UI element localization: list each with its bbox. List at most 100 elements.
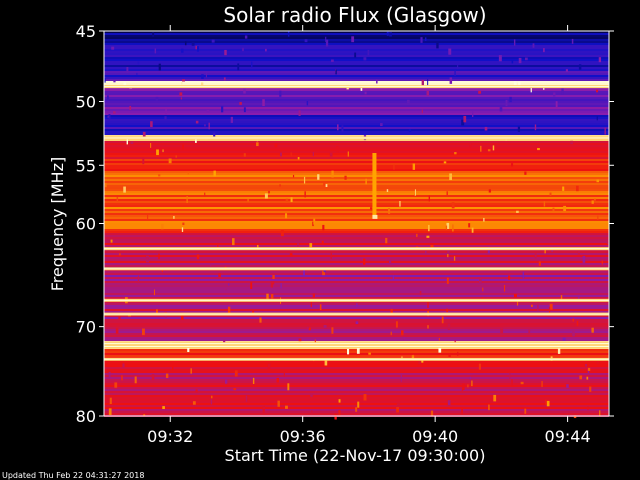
speckle <box>108 408 112 416</box>
speckle <box>244 35 248 39</box>
speckle <box>555 101 558 108</box>
spectral-row <box>104 135 609 137</box>
speckle <box>225 287 227 291</box>
speckle <box>594 198 596 201</box>
speckle <box>331 59 334 63</box>
speckle <box>582 256 586 263</box>
speckle <box>516 210 519 213</box>
bright-line-core <box>104 248 609 250</box>
spectral-row <box>104 181 609 183</box>
speckle <box>142 131 146 139</box>
spectral-row <box>104 263 609 265</box>
speckle <box>181 82 183 85</box>
spectral-row <box>104 223 609 225</box>
spectral-row <box>104 71 609 73</box>
speckle <box>604 127 606 135</box>
speckle <box>386 31 389 36</box>
spectral-row <box>104 159 609 161</box>
speckle <box>589 386 592 392</box>
speckle <box>462 383 465 390</box>
speckle <box>446 308 448 312</box>
speckle <box>388 207 391 214</box>
speckle <box>279 152 282 157</box>
speckle <box>447 249 450 255</box>
speckle <box>586 376 589 380</box>
spectral-row <box>104 259 609 261</box>
speckle <box>498 55 502 62</box>
x-tick-label: 09:44 <box>545 427 591 446</box>
spectral-row <box>104 301 609 303</box>
spectral-row <box>104 271 609 273</box>
spectral-row <box>104 157 609 159</box>
speckle <box>484 126 488 131</box>
speckle <box>155 96 159 101</box>
speckle <box>513 293 517 298</box>
spectral-row <box>104 273 609 275</box>
speckle <box>503 284 506 292</box>
spectral-row <box>104 125 609 127</box>
speckle <box>182 79 185 82</box>
spectral-row <box>104 109 609 111</box>
speckle <box>223 77 226 81</box>
spectral-row <box>104 33 609 35</box>
speckle <box>210 263 212 267</box>
speckle <box>534 252 537 259</box>
speckle <box>121 375 123 381</box>
speckle <box>285 198 289 202</box>
speckle <box>596 116 598 121</box>
speckle <box>314 339 316 344</box>
spectral-row <box>104 333 609 335</box>
y-tick-label: 80 <box>76 407 96 426</box>
speckle <box>312 152 314 157</box>
spectral-row <box>104 225 609 227</box>
speckle <box>572 329 575 337</box>
speckle <box>587 406 589 411</box>
spectral-row <box>104 35 609 37</box>
spectral-row <box>104 141 609 143</box>
spectral-row <box>104 369 609 371</box>
spectral-row <box>104 353 609 355</box>
speckle <box>562 337 566 341</box>
spectral-row <box>104 77 609 79</box>
speckle <box>304 191 306 198</box>
spectral-row <box>104 251 609 253</box>
speckle <box>151 374 155 381</box>
spectral-row <box>104 243 609 245</box>
speckle <box>446 191 448 196</box>
speckle <box>351 36 355 43</box>
spectral-row <box>104 401 609 403</box>
speckle <box>111 46 115 50</box>
speckle <box>122 363 125 368</box>
speckle <box>210 399 213 405</box>
speckle <box>232 238 235 246</box>
speckle <box>306 101 309 106</box>
speckle <box>308 327 311 331</box>
speckle <box>585 364 587 367</box>
speckle <box>227 306 231 313</box>
spectral-row <box>104 107 609 109</box>
speckle <box>143 413 146 417</box>
speckle <box>370 207 373 210</box>
spectral-row <box>104 365 609 367</box>
spectrogram-plot <box>104 31 609 420</box>
speckle <box>270 294 274 299</box>
x-tick-label: 09:40 <box>412 427 458 446</box>
spectral-row <box>104 371 609 373</box>
speckle <box>221 106 224 113</box>
spectral-row <box>104 91 609 93</box>
speckle <box>511 163 514 167</box>
spectral-row <box>104 293 609 295</box>
speckle <box>205 71 207 78</box>
speckle <box>187 172 189 175</box>
speckle <box>581 314 584 317</box>
speckle <box>213 132 216 139</box>
spectral-row <box>104 75 609 77</box>
speckle <box>322 224 325 231</box>
speckle <box>325 36 327 42</box>
speckle <box>259 317 262 323</box>
spectral-row <box>104 295 609 297</box>
speckle <box>224 379 228 384</box>
speckle <box>591 327 594 333</box>
spectral-row <box>104 79 609 81</box>
speckle <box>104 182 107 188</box>
